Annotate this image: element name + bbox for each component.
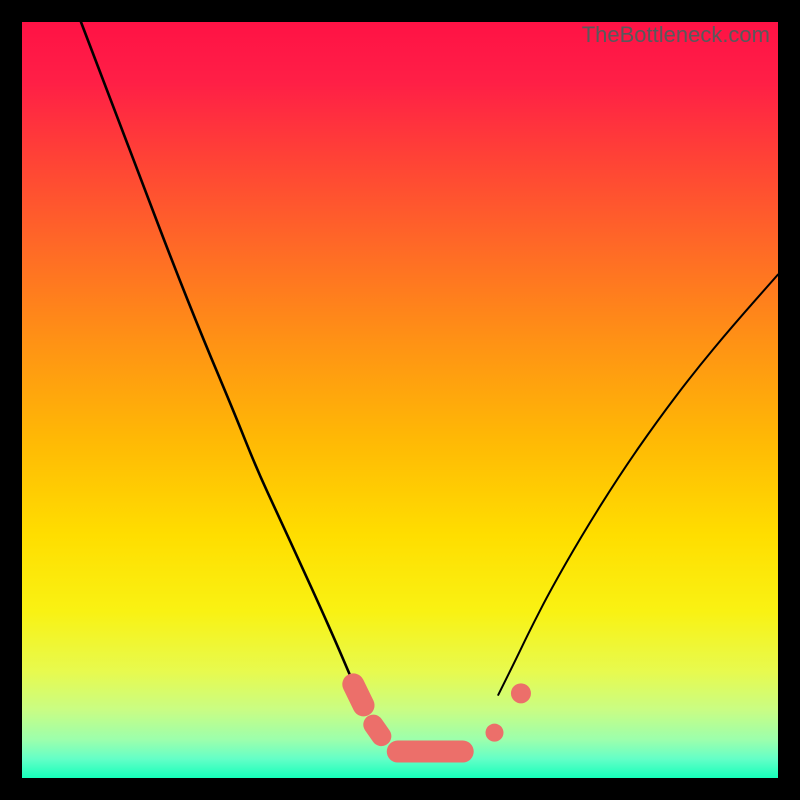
- curve-layer: [22, 22, 778, 778]
- left-curve: [81, 22, 358, 695]
- marker-pill: [387, 741, 474, 763]
- marker-circle: [486, 724, 504, 742]
- right-curve: [498, 275, 778, 695]
- marker-circle: [511, 683, 531, 703]
- chart-frame: TheBottleneck.com: [0, 0, 800, 800]
- marker-group: [339, 670, 531, 763]
- marker-pill: [339, 670, 379, 720]
- plot-area: TheBottleneck.com: [22, 22, 778, 778]
